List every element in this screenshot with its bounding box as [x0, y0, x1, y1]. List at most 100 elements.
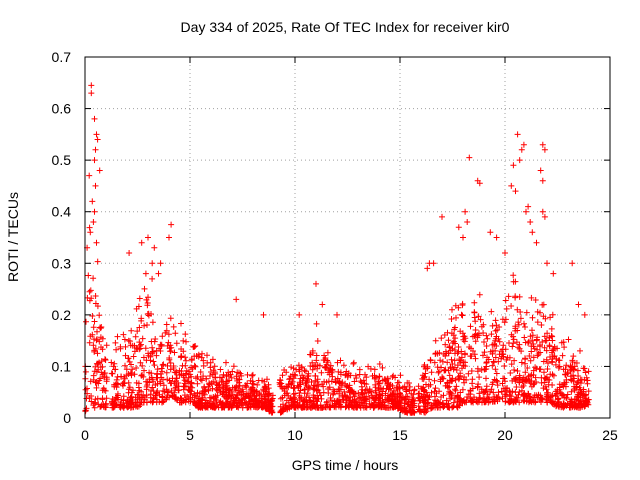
data-point — [544, 366, 551, 372]
data-point — [391, 401, 398, 408]
y-tick-label: 0 — [63, 410, 71, 426]
data-point — [368, 392, 375, 399]
data-point — [523, 398, 530, 405]
data-point — [541, 379, 548, 386]
data-point — [565, 336, 572, 343]
data-point — [510, 162, 517, 169]
data-point — [510, 272, 517, 279]
data-point — [149, 399, 156, 406]
data-point — [134, 345, 141, 352]
data-point — [430, 400, 437, 407]
data-point — [265, 381, 272, 388]
data-point — [366, 400, 373, 407]
data-point — [263, 396, 270, 403]
data-point — [167, 315, 174, 322]
data-point — [350, 359, 357, 366]
data-point — [90, 324, 97, 331]
data-point — [524, 365, 531, 371]
data-point — [322, 363, 329, 370]
data-point — [499, 380, 506, 387]
data-point — [103, 374, 110, 381]
data-point — [525, 376, 532, 383]
data-point — [151, 362, 158, 369]
data-point — [354, 404, 361, 411]
data-point — [128, 361, 134, 368]
data-point — [141, 367, 147, 374]
data-point — [358, 383, 365, 390]
data-point — [139, 362, 146, 369]
data-point — [382, 376, 389, 383]
data-point — [262, 384, 269, 391]
data-point — [314, 365, 321, 372]
data-point — [379, 398, 386, 405]
data-point — [327, 404, 334, 411]
data-point — [108, 370, 115, 377]
data-point — [556, 363, 563, 370]
data-point — [493, 377, 500, 384]
data-point — [532, 297, 539, 303]
data-point — [143, 383, 150, 390]
data-point — [545, 376, 551, 383]
data-point — [138, 315, 145, 322]
data-point — [324, 357, 331, 364]
data-point — [525, 338, 532, 345]
data-point — [517, 315, 524, 322]
data-point — [500, 385, 507, 392]
data-point — [285, 384, 292, 391]
data-point — [528, 399, 535, 406]
data-point — [510, 336, 517, 343]
data-point — [516, 388, 523, 395]
data-point — [453, 383, 460, 390]
data-point — [148, 370, 155, 377]
data-point — [132, 333, 139, 340]
data-point — [360, 377, 367, 384]
data-point — [132, 403, 139, 410]
data-point — [312, 373, 319, 379]
data-point — [516, 157, 523, 164]
data-point — [290, 391, 297, 398]
data-point — [450, 366, 457, 373]
data-point — [395, 379, 402, 386]
data-point — [387, 385, 394, 392]
data-point — [88, 90, 95, 97]
data-point — [147, 394, 154, 401]
data-point — [186, 386, 192, 393]
data-point — [494, 327, 501, 333]
data-point — [528, 383, 535, 390]
data-point — [293, 366, 300, 373]
data-point — [141, 322, 148, 329]
data-point — [539, 141, 546, 148]
data-point — [328, 369, 335, 376]
data-point — [110, 404, 117, 411]
data-point — [550, 270, 557, 277]
x-tick-label: 10 — [287, 427, 303, 443]
data-point — [318, 369, 325, 376]
data-point — [99, 396, 106, 403]
y-tick-label: 0.5 — [52, 152, 72, 168]
data-point — [525, 339, 531, 346]
data-point — [434, 404, 441, 411]
data-point — [452, 350, 458, 357]
data-point — [91, 404, 98, 411]
data-point — [438, 394, 444, 400]
data-point — [313, 386, 320, 393]
data-point — [243, 383, 250, 390]
data-point — [489, 362, 496, 369]
data-point — [422, 370, 429, 377]
data-point — [327, 397, 334, 404]
data-point — [168, 387, 175, 394]
data-point — [238, 372, 245, 379]
data-point — [527, 219, 534, 225]
data-point — [557, 389, 564, 396]
data-point — [88, 393, 95, 399]
data-point — [468, 345, 474, 352]
data-point — [130, 387, 136, 394]
data-point — [534, 308, 541, 315]
data-point — [111, 383, 118, 390]
data-point — [462, 363, 469, 370]
data-point — [438, 364, 444, 371]
data-point — [350, 360, 357, 367]
data-point — [508, 303, 515, 309]
data-point — [150, 358, 157, 365]
data-point — [165, 389, 172, 395]
